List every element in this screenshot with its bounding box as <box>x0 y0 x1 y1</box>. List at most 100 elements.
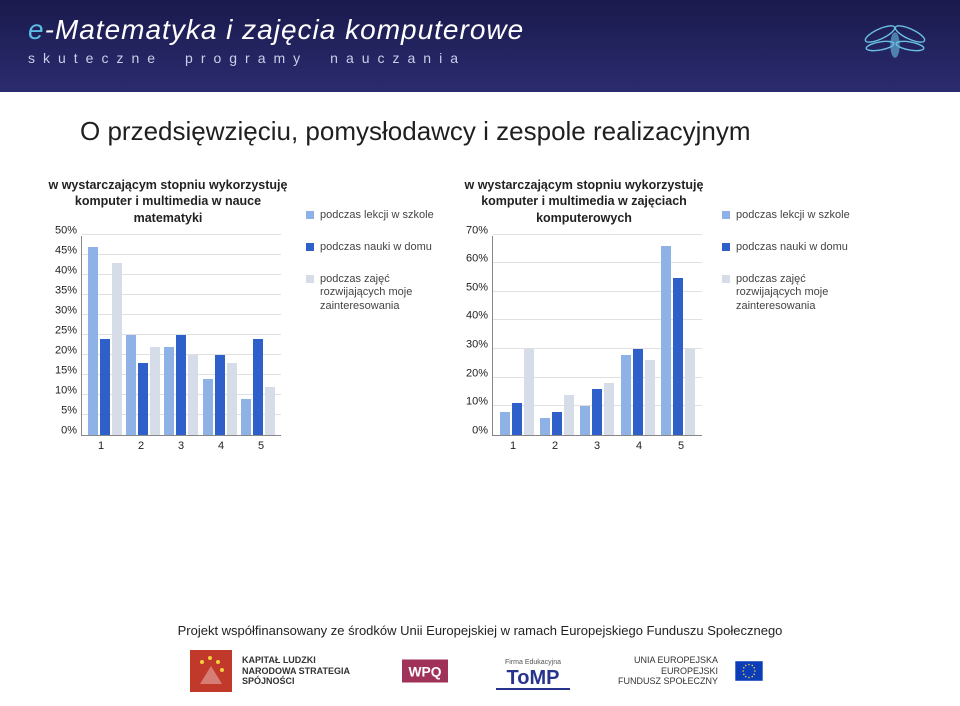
legend-label: podczas zajęć rozwijających moje zainter… <box>736 273 862 314</box>
xtick-label: 4 <box>636 440 642 452</box>
chart-right-legend: podczas lekcji w szkole podczas nauki w d… <box>722 177 862 314</box>
legend-item: podczas nauki w domu <box>306 241 446 255</box>
bar <box>512 403 522 434</box>
legend-swatch-icon <box>722 211 730 219</box>
header-title-main: -Matematyka i zajęcia komputerowe <box>45 14 525 45</box>
xtick-label: 3 <box>178 440 184 452</box>
bar <box>592 389 602 435</box>
legend-swatch-icon <box>306 211 314 219</box>
chart-left-legend: podczas lekcji w szkole podczas nauki w d… <box>306 177 446 314</box>
legend-item: podczas zajęć rozwijających moje zainter… <box>722 273 862 314</box>
bar <box>540 418 550 435</box>
chart-right-title: w wystarczającym stopniu wykorzystuję ko… <box>464 177 704 226</box>
gridline <box>82 234 281 235</box>
chart-left: w wystarczającym stopniu wykorzystuję ko… <box>48 177 288 452</box>
xtick-label: 1 <box>510 440 516 452</box>
legend-item: podczas zajęć rozwijających moje zainter… <box>306 273 446 314</box>
bar <box>164 347 174 435</box>
bar <box>621 355 631 435</box>
logo-ue-mark-icon <box>726 648 772 694</box>
chart-left-title: w wystarczającym stopniu wykorzystuję ko… <box>48 177 288 226</box>
dragonfly-icon <box>860 10 930 80</box>
bar <box>661 246 671 435</box>
logo-tomp-mark-icon: Firma Edukacyjna ToMP <box>488 648 578 694</box>
page-title: O przedsięwzięciu, pomysłodawcy i zespol… <box>0 92 960 157</box>
bar <box>215 355 225 435</box>
bar <box>150 347 160 435</box>
bar <box>253 339 263 435</box>
xtick-label: 5 <box>258 440 264 452</box>
legend-label: podczas lekcji w szkole <box>320 209 434 223</box>
bar <box>604 383 614 434</box>
legend-item: podczas nauki w domu <box>722 241 862 255</box>
bar <box>227 363 237 435</box>
bar-group <box>661 246 695 435</box>
bar-group <box>621 349 655 435</box>
footer: Projekt współfinansowany ze środków Unii… <box>0 613 960 706</box>
bar <box>580 406 590 435</box>
bar <box>176 335 186 435</box>
header-title-accent: e <box>28 14 45 45</box>
header-title: e-Matematyka i zajęcia komputerowe <box>28 14 932 46</box>
svg-text:Firma Edukacyjna: Firma Edukacyjna <box>505 659 561 666</box>
logo-tomp: Firma Edukacyjna ToMP <box>488 648 578 694</box>
chart-right: w wystarczającym stopniu wykorzystuję ko… <box>464 177 704 452</box>
legend-label: podczas zajęć rozwijających moje zainter… <box>320 273 446 314</box>
chart-left-plot <box>81 236 281 436</box>
svg-text:ToMP: ToMP <box>507 667 560 689</box>
legend-swatch-icon <box>306 243 314 251</box>
legend-label: podczas nauki w domu <box>736 241 848 255</box>
footer-logos: KAPITAŁ LUDZKI NARODOWA STRATEGIA SPÓJNO… <box>28 648 932 694</box>
bar <box>138 363 148 435</box>
header-subtitle: skuteczne programy nauczania <box>28 50 932 66</box>
bar <box>100 339 110 435</box>
logo-wpq: WPQ <box>402 648 448 694</box>
bar-group <box>540 395 574 435</box>
bar-group <box>88 247 122 435</box>
bar-group <box>126 335 160 435</box>
chart-left-xaxis: 1 2 3 4 5 <box>81 440 281 452</box>
bar <box>685 349 695 435</box>
bar-group <box>500 349 534 435</box>
svg-text:WPQ: WPQ <box>409 664 442 679</box>
gridline <box>493 234 702 235</box>
xtick-label: 5 <box>678 440 684 452</box>
legend-swatch-icon <box>306 275 314 283</box>
logo-kapital-ludzki-caption: KAPITAŁ LUDZKI NARODOWA STRATEGIA SPÓJNO… <box>242 655 362 687</box>
chart-right-yaxis: 70%60%50%40%30%20%10%0% <box>466 236 492 436</box>
legend-label: podczas nauki w domu <box>320 241 432 255</box>
legend-item: podczas lekcji w szkole <box>722 209 862 223</box>
bar <box>112 263 122 435</box>
bar <box>564 395 574 435</box>
chart-right-plot <box>492 236 702 436</box>
footer-text: Projekt współfinansowany ze środków Unii… <box>28 623 932 638</box>
logo-kapital-ludzki-mark-icon <box>188 648 234 694</box>
bar <box>241 399 251 435</box>
legend-swatch-icon <box>722 243 730 251</box>
bar-group <box>164 335 198 435</box>
xtick-label: 4 <box>218 440 224 452</box>
xtick-label: 2 <box>138 440 144 452</box>
logo-wpq-mark-icon: WPQ <box>402 648 448 694</box>
chart-left-yaxis: 50%45%40%35%30%25%20%15%10%5%0% <box>55 236 81 436</box>
bar <box>552 412 562 435</box>
legend-label: podczas lekcji w szkole <box>736 209 850 223</box>
legend-swatch-icon <box>722 275 730 283</box>
legend-item: podczas lekcji w szkole <box>306 209 446 223</box>
xtick-label: 2 <box>552 440 558 452</box>
bar <box>126 335 136 435</box>
logo-ue-caption: UNIA EUROPEJSKA EUROPEJSKI FUNDUSZ SPOŁE… <box>618 655 718 687</box>
bar <box>524 349 534 435</box>
bar <box>500 412 510 435</box>
bar-group <box>203 355 237 435</box>
bar <box>673 278 683 435</box>
xtick-label: 3 <box>594 440 600 452</box>
bar <box>188 355 198 435</box>
xtick-label: 1 <box>98 440 104 452</box>
bar <box>645 360 655 434</box>
bar-group <box>241 339 275 435</box>
bar <box>265 387 275 435</box>
bar <box>203 379 213 435</box>
bar-group <box>580 383 614 434</box>
logo-unia-europejska: UNIA EUROPEJSKA EUROPEJSKI FUNDUSZ SPOŁE… <box>618 648 772 694</box>
